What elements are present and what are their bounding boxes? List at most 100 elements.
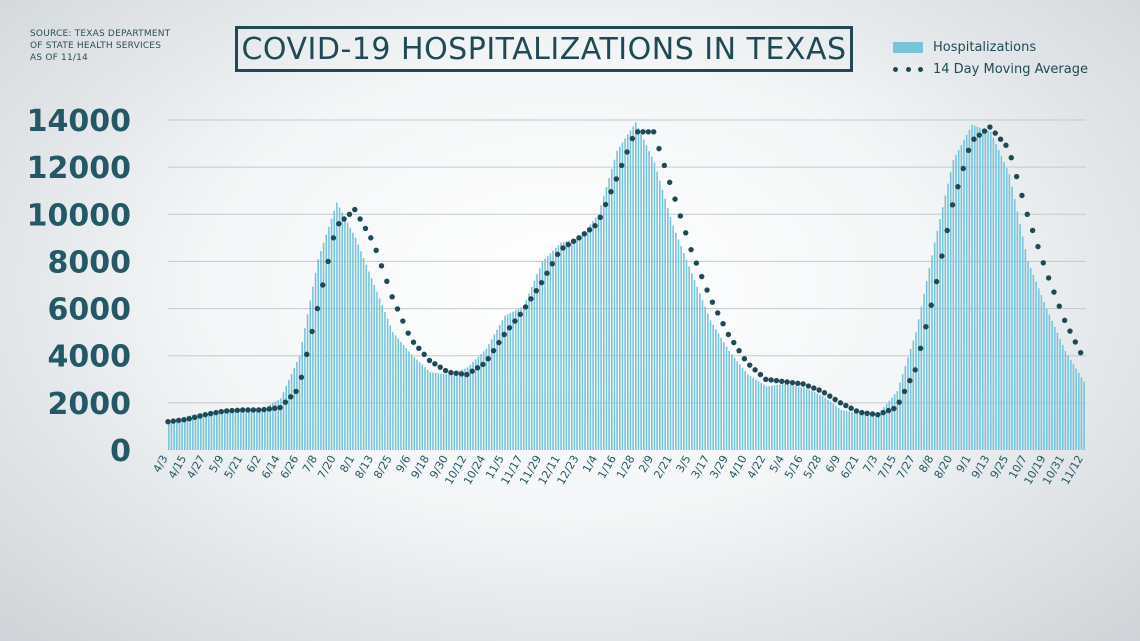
x-tick-label: 3/17 [689,453,713,481]
moving-average-dot [699,273,705,280]
moving-average-dot [768,377,774,383]
bar [960,144,963,451]
bar [741,367,744,450]
bar [552,250,554,450]
moving-average-dot [704,287,710,293]
bar [989,131,992,451]
moving-average-dot [944,227,950,234]
bar [904,365,907,450]
bar [1016,211,1019,450]
bar [506,314,509,450]
bar [632,126,634,451]
bar [795,386,797,450]
x-tick-label: 7/20 [315,453,339,481]
bar [202,412,205,450]
bar [744,371,746,450]
bar [600,205,602,450]
moving-average-dot [634,129,641,135]
source-line-3: AS OF 11/14 [30,53,88,63]
moving-average-dot [1008,155,1014,161]
bar [613,159,616,451]
bar [557,245,560,450]
bar [234,410,237,450]
bar [821,395,824,450]
moving-average-dot [501,331,507,338]
moving-average-dot [629,135,636,142]
moving-average-dot [581,231,587,237]
bar [875,413,877,450]
y-tick-label: 6000 [48,293,132,328]
bar [538,267,541,450]
bar [1061,344,1064,450]
bar [312,286,314,450]
bar [248,410,250,450]
bar [298,355,301,450]
bar [384,311,386,450]
bar [736,361,738,450]
bar [306,314,309,450]
bar [378,298,381,450]
moving-average-dot [170,418,177,424]
bar [667,207,669,450]
bar [1003,162,1005,450]
moving-average-dot [229,407,235,414]
moving-average-dot [795,380,801,387]
bar [781,384,784,450]
bar [669,216,672,450]
bar [456,371,458,450]
moving-average-dot [592,223,598,229]
bar [224,409,226,450]
bar [893,394,896,450]
bar [1029,268,1032,450]
bar [1040,295,1043,450]
bar [461,369,464,450]
bar [328,226,330,450]
bar [928,268,931,450]
moving-average-dot [837,400,844,406]
bar [848,411,851,450]
moving-average-dot [811,385,817,391]
moving-average-dot [827,393,833,399]
bar [784,384,787,450]
bar [536,274,538,450]
moving-average-dot [832,396,838,403]
bar [354,237,357,450]
moving-average-dot [506,325,513,331]
moving-average-dot [453,370,459,376]
bar [864,413,867,450]
moving-average-dot [853,408,860,414]
bar [1080,377,1083,450]
bar [410,354,413,450]
bar [683,253,685,450]
bar [1024,248,1027,450]
moving-average-dot [939,253,945,259]
moving-average-dot [688,246,694,253]
bar [466,367,469,450]
bar [544,258,546,450]
bar [181,417,183,450]
moving-average-dot [1035,243,1041,250]
moving-average-dot [565,241,571,248]
bar [861,413,864,450]
y-tick-label: 2000 [48,387,132,422]
bar [1067,355,1069,450]
bar [936,230,939,450]
moving-average-dot [672,196,678,202]
bar [1019,224,1021,450]
moving-average-dot [181,416,187,423]
moving-average-dot [624,149,630,155]
legend-dots-swatch [893,66,923,72]
moving-average-dot [384,278,390,284]
bar [176,419,178,450]
bar [763,384,765,450]
moving-average-dot [752,367,758,373]
x-tick-label: 7/15 [876,453,900,481]
moving-average-dot [485,356,491,362]
bar [554,247,557,450]
moving-average-dot [293,388,299,395]
moving-average-dot [773,377,780,384]
bar [210,411,213,450]
moving-average-dot [709,299,716,305]
moving-average-dot [640,129,646,135]
bar [330,218,333,450]
